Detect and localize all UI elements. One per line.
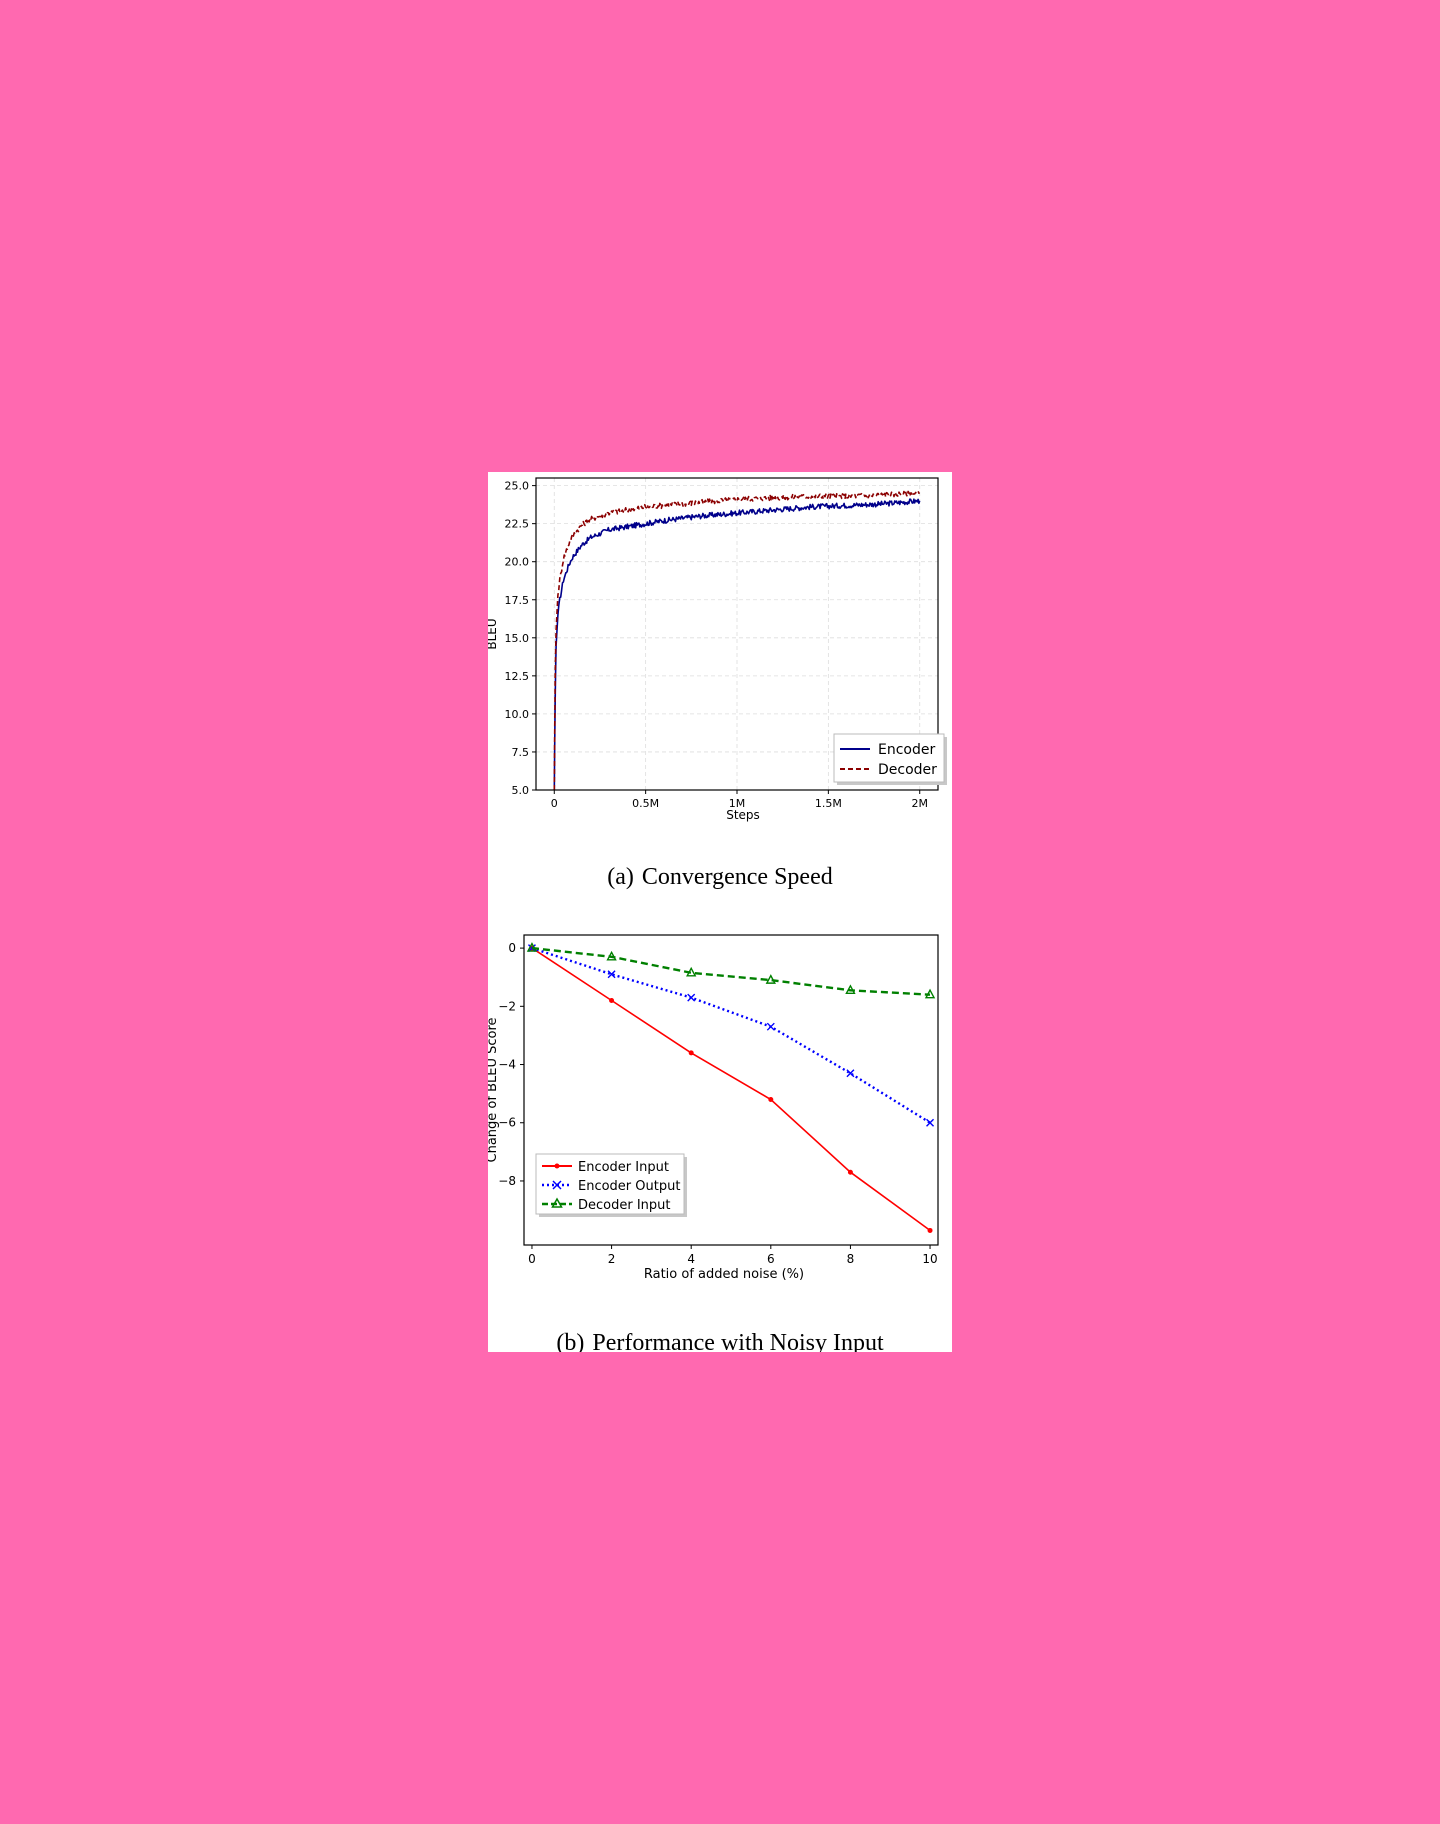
caption-a-text: Convergence Speed [641,864,833,890]
x-tick-label: 1M [729,797,746,810]
plot-frame [523,934,939,1246]
legend-label-decoder-input: Decoder Input [578,1198,671,1213]
data-point-decoder-input [526,942,538,952]
y-tick-label: 20.0 [505,556,530,569]
x-axis-label: Ratio of added noise (%) [644,1267,804,1282]
y-tick-label: 25.0 [505,480,530,493]
x-tick-label: 2 [608,1252,616,1266]
legend-marker-x [552,1180,562,1190]
caption-b-text: Performance with Noisy Input [592,1330,884,1352]
caption-b: (b) Performance with Noisy Input [488,1330,952,1352]
data-point-decoder-input [845,984,856,995]
data-point-encoder-input [927,1227,933,1233]
noisy-input-chart: 0 2 4 6 8 10 0 −2 −4 −6 −8 Ratio of added noise (%… [488,934,939,1282]
legend-label-encoder-output: Encoder Output [578,1179,680,1194]
legend: Encoder Input Encoder Output Decoder Inp… [535,1153,687,1217]
y-axis-label: BLEU [488,618,499,649]
data-point-encoder-output [766,1022,775,1031]
legend-label-encoder: Encoder [878,742,935,758]
series-line-encoder-input [531,947,931,1232]
series-line-decoder-input [531,946,931,996]
figure-page: 0 0.5M 1M 1.5M 2M 5.0 7.5 10.0 12.5 15.0 17.5 20.0 2… [488,472,952,1352]
caption-b-label: (b) [556,1330,585,1352]
series-lines [526,942,936,1233]
y-tick-label: −8 [498,1174,516,1188]
data-point-decoder-input [606,950,617,961]
legend-label-encoder-input: Encoder Input [578,1160,669,1175]
data-point-decoder-input [765,974,776,984]
x-tick-label: 0 [528,1252,536,1266]
y-axis-label: Change of BLEU Score [488,1017,500,1162]
axis-ticks: 0 0.5M 1M 1.5M 2M 5.0 7.5 10.0 12.5 15.0 17.5 20.0 2… [505,480,928,810]
legend-marker-triangle [551,1197,563,1208]
y-tick-label: 5.0 [512,784,530,797]
x-tick-label: 8 [847,1252,855,1266]
y-tick-label: 22.5 [505,518,530,531]
series-line-encoder [553,498,921,791]
legend-box [535,1153,685,1215]
caption-a: (a) Convergence Speed [488,864,952,891]
caption-a-label: (a) [607,864,634,890]
y-tick-label: −4 [498,1058,516,1072]
series-lines [553,490,921,791]
y-tick-label: −2 [498,999,516,1013]
y-tick-label: 12.5 [505,670,530,683]
x-axis-label: Steps [726,808,760,822]
data-point-encoder-input [688,1050,694,1056]
data-point-decoder-input [924,988,936,999]
data-point-encoder-output [607,970,616,979]
legend: Encoder Decoder [833,733,947,785]
x-tick-label: 0 [551,797,558,810]
convergence-chart: 0 0.5M 1M 1.5M 2M 5.0 7.5 10.0 12.5 15.0 17.5 20.0 2… [488,477,947,822]
y-tick-label: −6 [498,1116,516,1130]
legend-label-decoder: Decoder [878,762,937,778]
data-point-encoder-output [926,1118,935,1127]
y-tick-label: 7.5 [512,746,530,759]
data-point-encoder-output [687,993,696,1002]
data-point-encoder-output [846,1069,855,1078]
x-tick-label: 2M [911,797,928,810]
data-point-encoder-input [768,1096,774,1102]
x-tick-label: 4 [687,1252,695,1266]
y-tick-label: 17.5 [505,594,530,607]
data-point-encoder-input [609,997,615,1003]
x-tick-label: 6 [767,1252,775,1266]
y-tick-label: 0 [508,941,516,955]
x-tick-label: 1.5M [815,797,842,810]
data-point-decoder-input [686,966,697,977]
legend-marker-dot [554,1163,560,1169]
x-tick-label: 10 [922,1252,937,1266]
x-tick-label: 0.5M [632,797,659,810]
y-tick-label: 10.0 [505,708,530,721]
series-line-decoder [553,490,920,791]
series-line-encoder-output [531,946,931,1124]
y-tick-label: 15.0 [505,632,530,645]
data-point-encoder-input [847,1169,853,1175]
axis-ticks: 0 2 4 6 8 10 0 −2 −4 −6 −8 [498,941,937,1266]
legend-box [833,733,945,783]
